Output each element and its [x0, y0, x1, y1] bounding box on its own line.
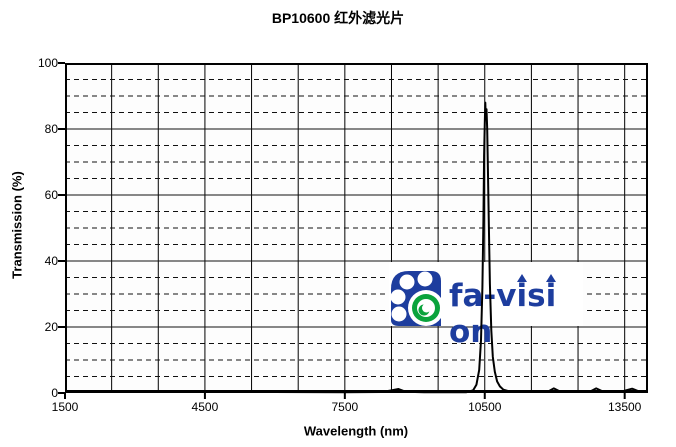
watermark: fa-vision — [389, 262, 583, 350]
y-tick-label: 0 — [51, 386, 58, 400]
x-tick-label: 4500 — [191, 400, 219, 414]
x-tick-label: 7500 — [331, 400, 359, 414]
y-tick-label: 80 — [44, 122, 58, 136]
y-tick-label: 60 — [44, 188, 58, 202]
grid-layer — [58, 62, 648, 399]
x-axis-title: Wavelength (nm) — [303, 423, 409, 439]
fa-vision-logo-icon — [390, 271, 444, 326]
transmission-curve — [65, 101, 649, 394]
y-tick-label: 100 — [37, 56, 58, 70]
plot-area: fa-vision — [58, 62, 649, 399]
y-tick-label: 20 — [44, 320, 58, 334]
x-tick-label: 1500 — [51, 400, 79, 414]
x-tick-label: 13500 — [607, 400, 642, 414]
chart-title: BP10600 红外滤光片 — [271, 10, 405, 26]
x-tick-label: 10500 — [468, 400, 502, 414]
y-tick-label: 40 — [44, 254, 58, 268]
